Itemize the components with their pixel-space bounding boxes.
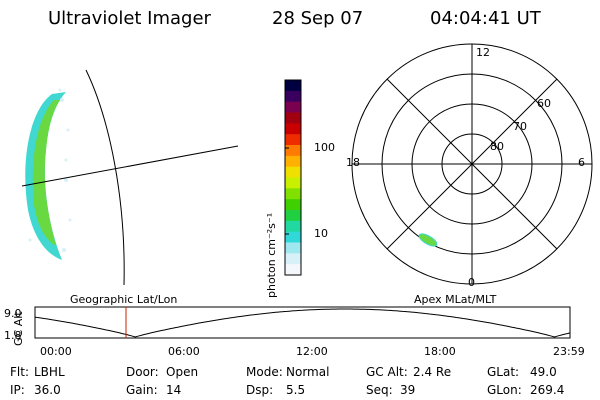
colorbar-tick-100: 100 <box>314 141 335 154</box>
door-label: Door: <box>126 365 159 379</box>
dsp-value: 5.5 <box>286 383 306 397</box>
colorbar-cell <box>285 199 301 211</box>
glat-value: 49.0 <box>530 365 557 379</box>
date-label: 28 Sep 07 <box>272 8 364 29</box>
colorbar-cell <box>285 188 301 200</box>
colorbar-cell <box>285 242 301 254</box>
colorbar-cell <box>285 123 301 135</box>
lat-label-60: 60 <box>537 97 551 110</box>
door-value: Open <box>166 365 199 379</box>
lat-label-80: 80 <box>490 140 504 153</box>
mlt-diagonal-2 <box>386 78 558 250</box>
colorbar-cell <box>285 177 301 189</box>
glat-label: GLat: <box>487 365 520 379</box>
colorbar-cell <box>285 101 301 114</box>
ip-value: 36.0 <box>34 383 61 397</box>
filter-label: Flt: <box>10 365 29 379</box>
timeline-xtick-2359: 23:59 <box>553 345 585 358</box>
timeline-xtick-0000: 00:00 <box>40 345 72 358</box>
colorbar-cell <box>285 253 301 265</box>
timeline-xtick-1800: 18:00 <box>424 345 456 358</box>
limb-curve <box>85 69 125 286</box>
timeline-left-label: Geographic Lat/Lon <box>70 293 178 306</box>
colorbar-cell <box>285 264 301 276</box>
time-label: 04:04:41 UT <box>430 8 541 29</box>
timeline-axis-label: GC Alt <box>12 311 25 346</box>
colorbar-cell <box>285 231 301 244</box>
colorbar-cell <box>285 80 301 92</box>
polar-plot <box>351 43 593 285</box>
colorbar-axis-label: photon cm⁻²s⁻¹ <box>265 213 278 298</box>
colorbar-cell <box>285 145 301 157</box>
gain-value: 14 <box>166 383 182 397</box>
colorbar-cell <box>285 90 301 103</box>
ip-label: IP: <box>10 383 25 397</box>
filter-value: LBHL <box>34 365 65 379</box>
colorbar: photon cm⁻²s⁻¹ <box>265 79 302 298</box>
mode-value: Normal <box>286 365 330 379</box>
timeline-xtick-1200: 12:00 <box>296 345 328 358</box>
dsp-label: Dsp: <box>246 383 274 397</box>
glon-label: GLon: <box>487 383 522 397</box>
seq-label: Seq: <box>366 383 393 397</box>
gc-alt-label: GC Alt: <box>366 365 408 379</box>
timeline-xtick-0600: 06:00 <box>168 345 200 358</box>
colorbar-cell <box>285 220 301 233</box>
timeline-ytick-top: 9.0 <box>4 307 22 320</box>
glon-value: 269.4 <box>530 383 565 397</box>
instrument-title: Ultraviolet Imager <box>48 8 211 29</box>
aurora-spot <box>418 233 438 247</box>
gc-alt-value: 2.4 Re <box>413 365 452 379</box>
seq-value: 39 <box>400 383 416 397</box>
timeline-ytick-bottom: 1.8 <box>4 329 22 342</box>
altitude-curve <box>34 308 571 338</box>
latitude-line <box>21 145 239 187</box>
colorbar-tick-10: 10 <box>314 227 328 240</box>
colorbar-cell <box>285 210 301 222</box>
colorbar-cell <box>285 166 301 179</box>
mode-label: Mode: <box>246 365 283 379</box>
mlt-label-18: 18 <box>346 156 360 169</box>
lat-label-70: 70 <box>513 120 527 133</box>
colorbar-cell <box>285 112 301 124</box>
uv-earth-image <box>21 69 239 286</box>
mlt-label-6: 6 <box>578 156 585 169</box>
dayside-aurora-crescent <box>25 88 72 260</box>
colorbar-cell <box>285 134 301 146</box>
gain-label: Gain: <box>126 383 158 397</box>
mlt-label-12: 12 <box>476 46 490 59</box>
timeline-right-label: Apex MLat/MLT <box>414 293 497 306</box>
mlt-label-0: 0 <box>468 276 475 289</box>
altitude-timeline-plot: GC Alt <box>12 306 571 346</box>
colorbar-cell <box>285 155 301 168</box>
